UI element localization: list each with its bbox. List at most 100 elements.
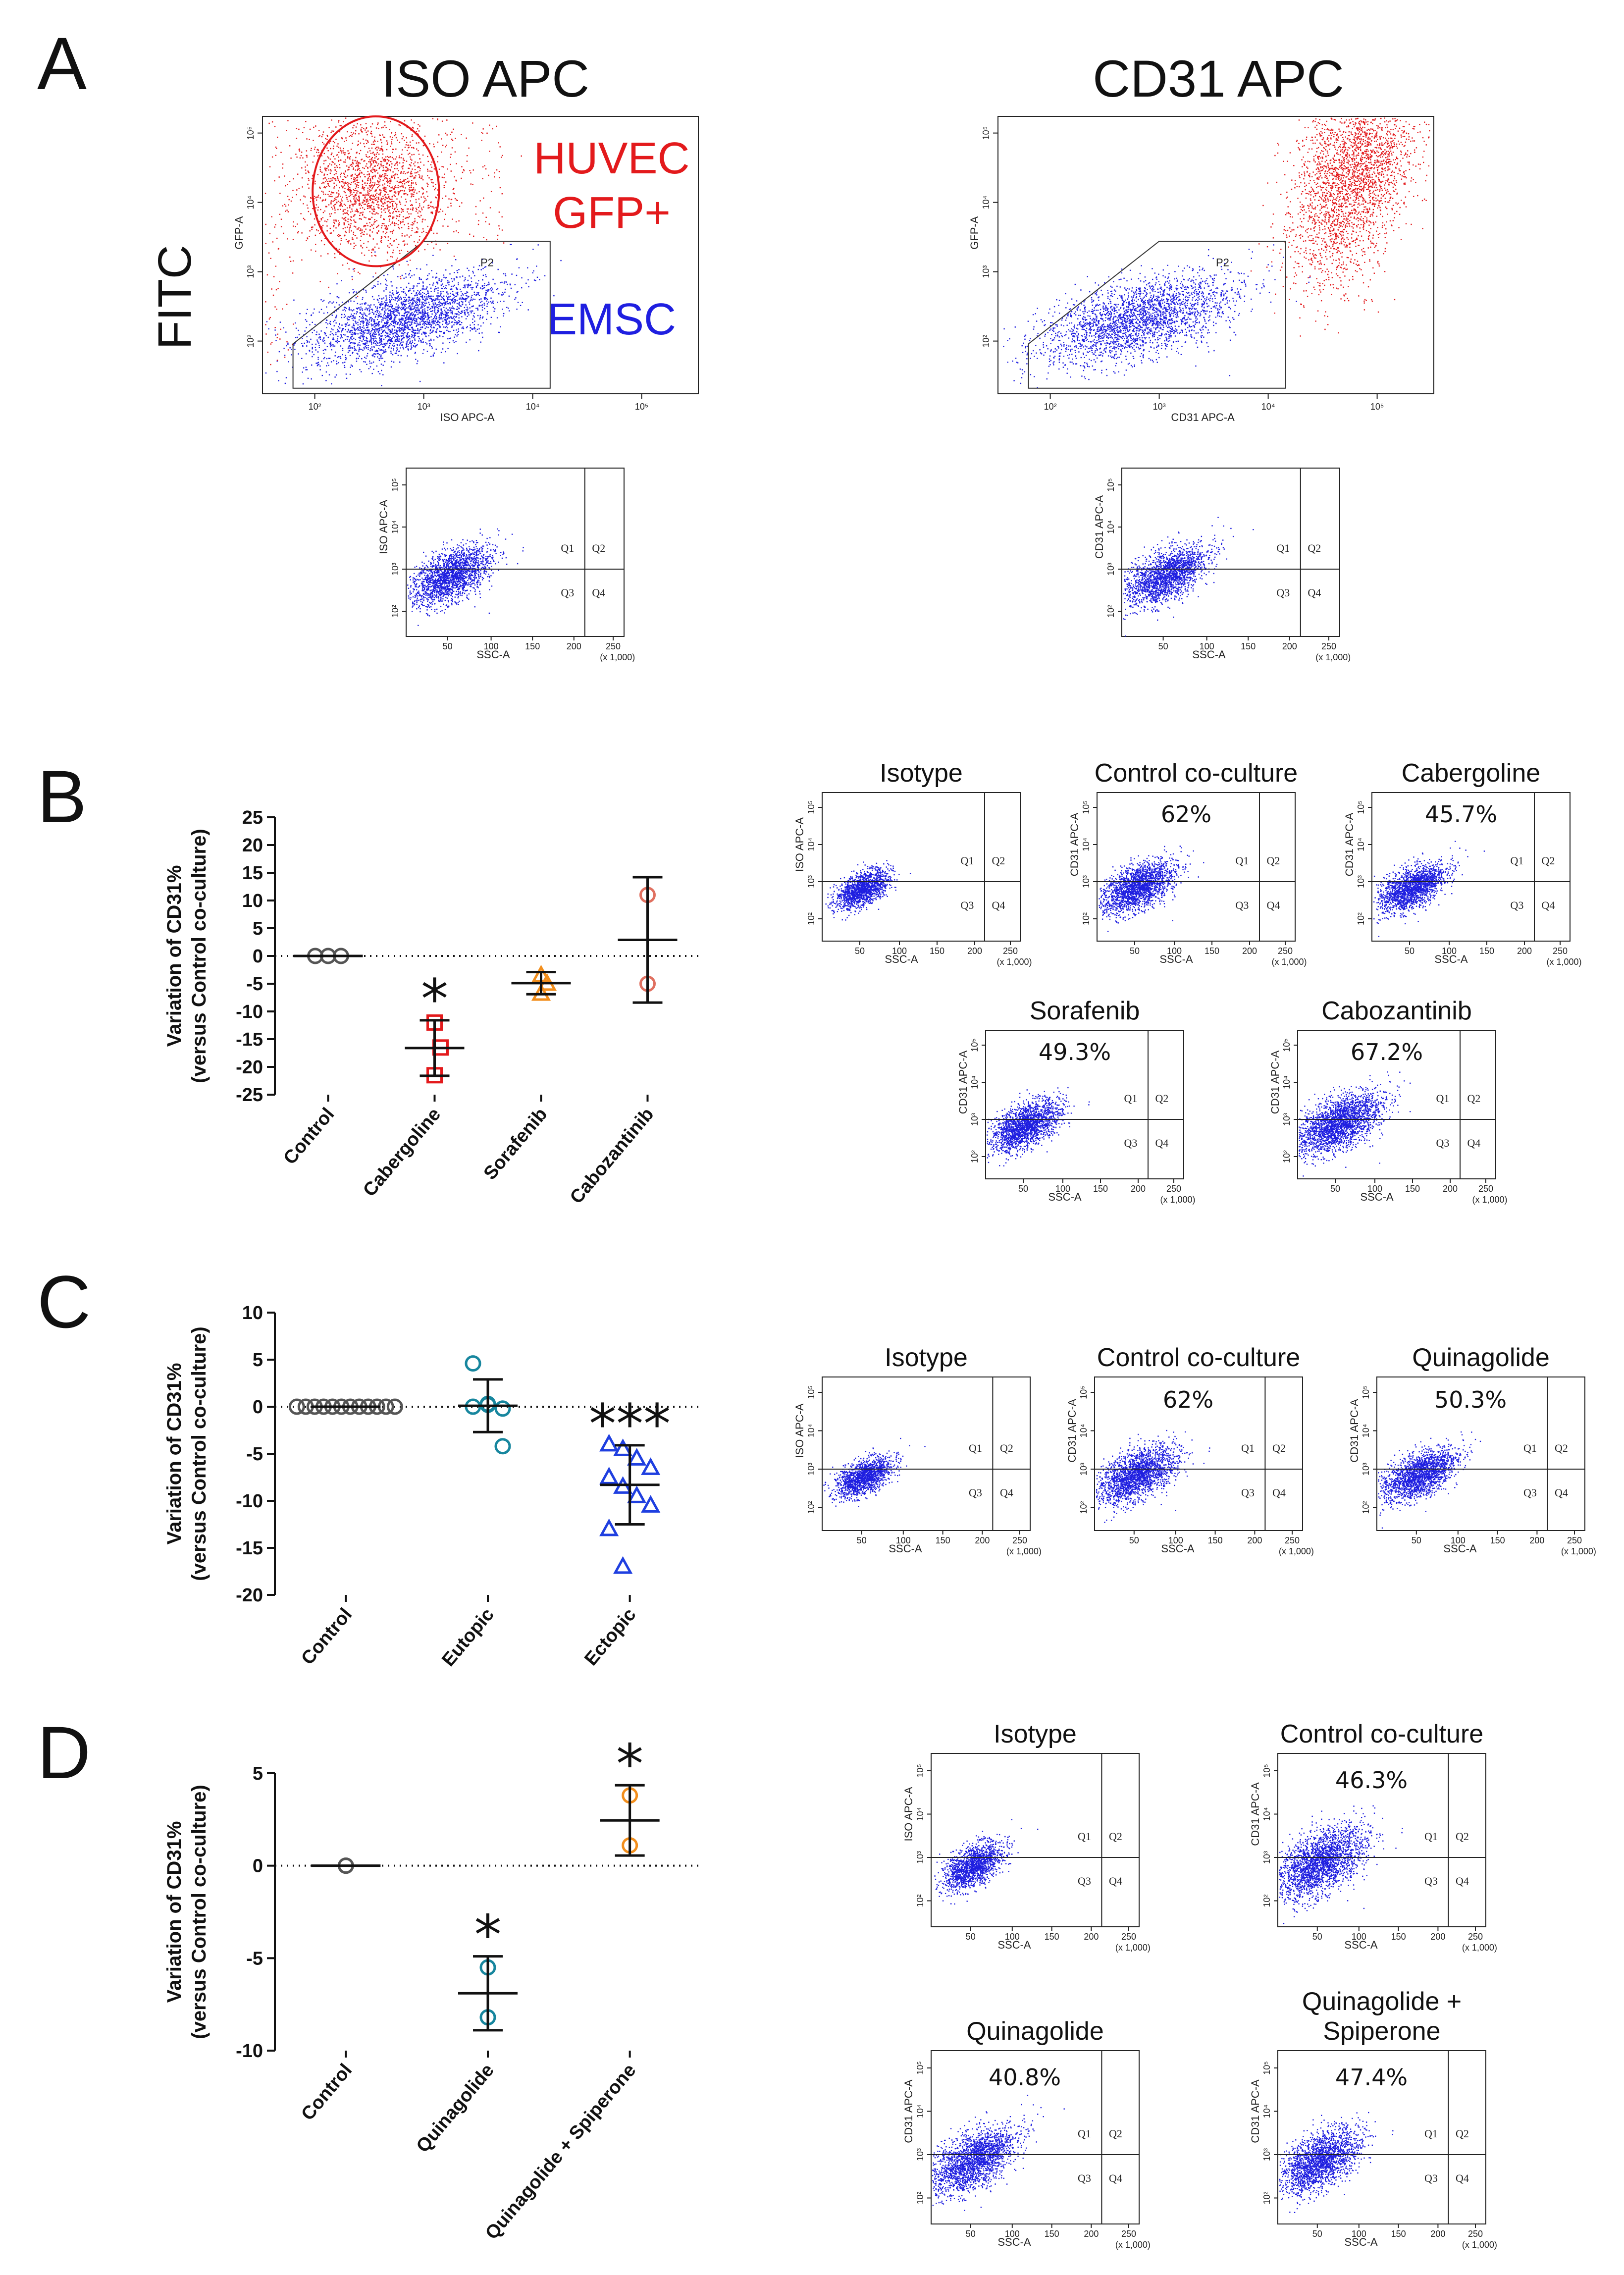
category-label: Quinagolide [413,2060,498,2157]
flow-plot-title: Control co-culture [1095,759,1298,788]
y-tick-label: 10² [1079,1501,1089,1514]
x-tick-label: 10² [1044,402,1057,412]
y-tick-label: -10 [236,1002,263,1022]
x-tick-label: 150 [1479,946,1494,956]
dynamic-layer: P2 10² 10³ 10⁴ 10⁵ 10⁵ 10⁴ 10³ 10² ISO APC-A GFP-A… [163,115,1596,2250]
x-tick-label: 50 [1158,641,1168,651]
y-tick-label: -5 [246,1948,263,1969]
quadrant-q4: Q4 [1467,1137,1481,1149]
category-label: Control [297,1604,356,1669]
category-label: Eutopic [438,1604,498,1671]
plot-frame [1297,1030,1496,1179]
y-tick-label: 10² [915,1894,925,1907]
x-tick-label: 250 [1278,946,1293,956]
x-axis-label: SSC-A [1360,1191,1394,1203]
x-tick-label: 250 [1166,1184,1181,1194]
x-tick-label: 100 [1167,946,1182,956]
y-axis-label: CD31 APC-A [1249,1782,1261,1846]
x-scale-label: (x 1,000) [600,652,635,662]
x-axis-label: SSC-A [997,1939,1031,1951]
y-tick-label: 10⁵ [246,126,256,140]
y-tick-label: 10⁵ [981,126,991,140]
flow-plot-c-isotype: Q1 Q2 Q3 Q4 50 100 150 200 250 SSC-A (x 1,000) 10⁵ 1… [793,1343,1042,1556]
quadrant-q3: Q3 [1078,1875,1091,1887]
x-tick-label: 50 [1312,1932,1322,1942]
y-tick-label: 10⁵ [1356,800,1366,814]
y-tick-label: 10 [242,1303,263,1323]
flow-plot-title: Control co-culture [1097,1343,1300,1372]
event-dots [1299,1071,1411,1177]
x-tick-label: 250 [1003,946,1018,956]
y-tick-label: 10³ [970,1113,980,1126]
y-tick-label: 10⁴ [915,2105,925,2118]
y-tick-label: 10⁴ [806,1424,816,1438]
significance-marker: *** [589,1392,671,1456]
panel-a-gfp-plot-cd31: P2 10² 10³ 10⁴ 10⁵ 10⁵ 10⁴ 10³ 10² CD31 APC-A GFP-… [968,116,1434,423]
y-tick-label: 10³ [1262,2148,1272,2161]
y-tick-label: 10² [981,335,991,348]
y-tick-label: 10⁴ [1106,520,1116,534]
quadrant-q2: Q2 [1555,1442,1568,1454]
x-axis-label: SSC-A [1048,1191,1082,1203]
category-label: Cabergoline [359,1104,445,1201]
gfp-annotation: GFP+ [553,188,671,238]
y-tick-label: 10⁴ [1081,838,1091,851]
quadrant-q3: Q3 [1078,2172,1091,2184]
quadrant-q1: Q1 [1424,1830,1438,1843]
quadrant-q1: Q1 [1078,2127,1091,2140]
plot-frame [1094,1376,1303,1531]
x-tick-label: 200 [975,1535,990,1545]
x-tick-label: 250 [1478,1184,1493,1194]
quadrant-q4: Q4 [1456,1875,1469,1887]
flow-plot-title: Cabozantinib [1321,997,1472,1025]
x-axis-label: ISO APC-A [440,411,495,423]
quadrant-q4: Q4 [1555,1486,1568,1499]
x-tick-label: 50 [966,2229,976,2239]
flow-plot-c-control: Q1 Q2 Q3 Q4 50 100 150 200 250 SSC-A (x 1,000) 10⁵ 1… [1066,1343,1314,1556]
y-tick-label: 10³ [390,563,400,576]
quadrant-q3: Q3 [1236,899,1249,911]
significance-marker: * [616,1732,643,1796]
y-tick-label: 10³ [1106,563,1116,576]
data-point [641,1457,661,1475]
huvec-tail-dots [1250,128,1402,337]
y-tick-label: 10⁵ [915,2061,925,2074]
data-point [531,983,551,1001]
y-tick-label: -5 [246,1444,263,1465]
y-axis-label: GFP-A [233,216,245,250]
cd31-percentage: 40.8% [989,2064,1061,2091]
x-tick-label: 200 [967,946,982,956]
y-tick-label: 10³ [1079,1463,1089,1476]
y-tick-label: 10⁵ [1106,478,1116,491]
y-tick-label: 10⁴ [246,196,256,210]
y-axis-label: CD31 APC-A [1348,1399,1361,1463]
x-tick-label: 250 [1012,1535,1027,1545]
category-label: Sorafenib [480,1104,552,1184]
quadrant-q4: Q4 [1000,1486,1013,1499]
quadrant-q3: Q3 [1424,2172,1438,2184]
plot-frame [822,1376,1031,1531]
quadrant-q4: Q4 [992,899,1005,911]
y-tick-label: 5 [253,1763,263,1784]
series-quinagolide-spiperone: * [600,1732,660,1857]
x-tick-label: 150 [930,946,944,956]
y-axis-label: CD31 APC-A [957,1050,969,1114]
x-tick-label: 250 [1321,641,1336,651]
y-tick-label: 10³ [915,2148,925,2161]
x-tick-label: 50 [1130,946,1140,956]
panel-a-cd31-ssc-plot: Q1 Q2 Q3 Q4 50 100 150 200 250 SSC-A (x 1,000) 10⁵ 1… [1093,468,1351,662]
y-axis-label: ISO APC-A [377,500,390,554]
y-tick-label: 10⁴ [1262,2105,1272,2118]
data-point [599,1467,619,1484]
x-scale-label: (x 1,000) [1279,1546,1314,1556]
event-dots [407,528,524,626]
x-tick-label: 10³ [1153,402,1166,412]
huvec-annotation: HUVEC [533,134,689,183]
x-tick-label: 150 [1391,2229,1406,2239]
quadrant-q1: Q1 [1436,1092,1450,1105]
flow-plot-title: Control co-culture [1280,1720,1483,1748]
x-tick-label: 200 [1242,946,1257,956]
huvec-dots [1272,117,1430,318]
y-axis-label: ISO APC-A [793,817,806,872]
x-tick-label: 250 [1468,1932,1483,1942]
